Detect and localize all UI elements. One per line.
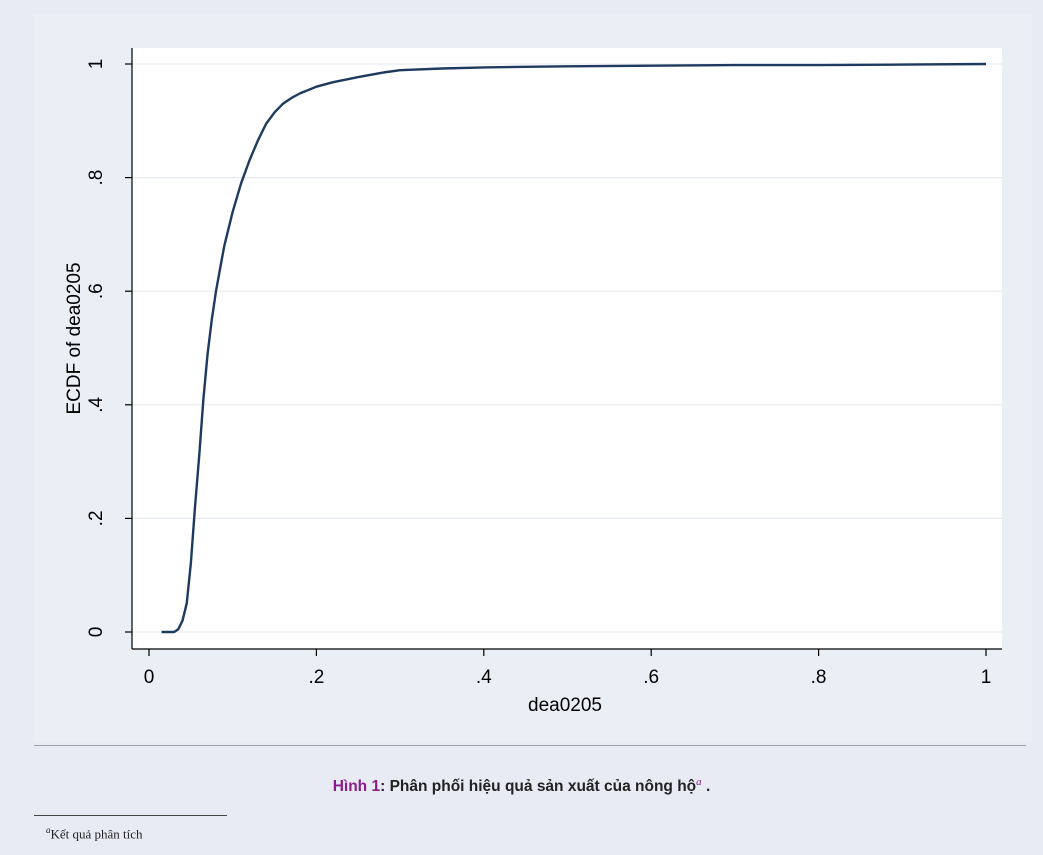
y-tick-label: .4 <box>86 396 107 412</box>
y-axis-title: ECDF of dea0205 <box>64 262 85 414</box>
footnote-text: Kết quả phân tích <box>50 826 143 842</box>
figure-caption: Hình 1: Phân phối hiệu quả sản xuất của … <box>0 776 1043 796</box>
plot-area <box>132 48 1002 649</box>
caption-separator: : <box>380 778 390 796</box>
x-tick-label: .8 <box>811 667 827 688</box>
x-tick-label: .2 <box>308 667 324 688</box>
chart-frame: 0 .2 .4 .6 .8 1 0 .2 .4 .6 .8 1 dea0205 ECDF of dea02… <box>34 14 1032 742</box>
footnote-rule <box>34 815 227 816</box>
ecdf-line <box>161 62 987 634</box>
footnote-mark: a <box>46 825 51 835</box>
x-tick-label: .4 <box>476 667 492 688</box>
x-tick-label: 1 <box>981 667 992 688</box>
caption-note-mark: a <box>696 776 702 788</box>
y-tick-label: .6 <box>86 283 107 299</box>
caption-text: Phân phối hiệu quả sản xuất của nông hộ <box>389 778 697 796</box>
y-tick-label: .2 <box>86 510 107 526</box>
y-tick-label: 1 <box>86 59 107 70</box>
footnote: aKết quả phân tích <box>46 825 143 842</box>
figure-label: Hình 1 <box>332 778 381 796</box>
ecdf-chart: 0 .2 .4 .6 .8 1 0 .2 .4 .6 .8 1 dea0205 ECDF of dea02… <box>64 48 1002 716</box>
x-tick-label: .6 <box>643 667 659 688</box>
x-axis-title: dea0205 <box>528 695 602 716</box>
y-tick-label: 0 <box>86 627 107 638</box>
caption-tail: . <box>701 778 711 796</box>
figure-separator <box>34 745 1026 746</box>
y-tick-label: .8 <box>86 170 107 186</box>
x-tick-label: 0 <box>144 667 155 688</box>
